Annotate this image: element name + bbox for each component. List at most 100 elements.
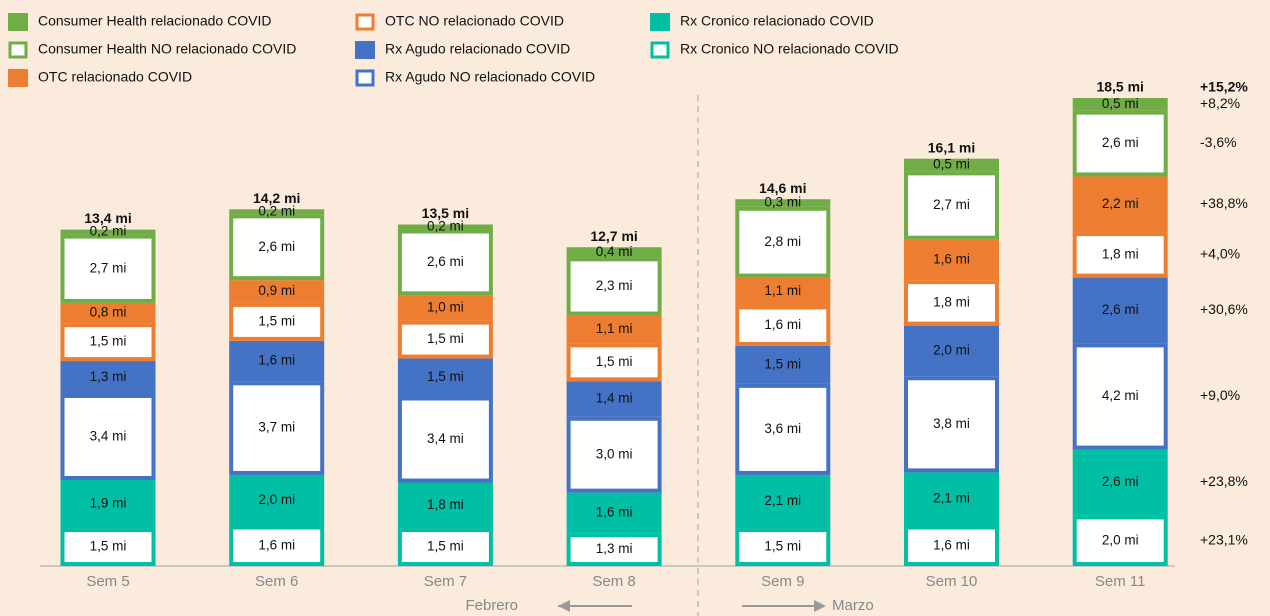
bar-segment — [566, 492, 662, 534]
bar-segment — [904, 325, 999, 377]
data-label: 1,8 mi — [1102, 246, 1139, 261]
data-label: 2,6 mi — [258, 239, 295, 254]
bar-segment — [735, 383, 831, 475]
data-label: 0,4 mi — [596, 244, 633, 259]
x-tick-label: Sem 8 — [592, 573, 635, 590]
bar-segment — [397, 482, 493, 529]
bar-segment — [229, 474, 325, 526]
data-label: 1,1 mi — [764, 283, 801, 298]
bar-segment — [904, 472, 999, 526]
data-label: 1,6 mi — [933, 537, 970, 552]
legend-swatch — [8, 69, 28, 87]
change-label: +30,6% — [1200, 301, 1248, 317]
bar-segment — [735, 277, 831, 306]
bar-segment — [397, 320, 493, 359]
data-label: 1,3 mi — [90, 369, 127, 384]
data-label: 0,5 mi — [1102, 96, 1139, 111]
x-tick-label: Sem 5 — [86, 573, 129, 590]
bar-segment — [735, 474, 831, 529]
data-label: 1,5 mi — [427, 539, 464, 554]
data-label: 2,6 mi — [427, 254, 464, 269]
data-label: 1,6 mi — [933, 251, 970, 266]
arrow-head — [814, 600, 826, 612]
data-label: 3,7 mi — [258, 420, 295, 435]
bar-segment — [229, 302, 325, 341]
bar-segment — [397, 528, 493, 567]
x-tick-label: Sem 7 — [424, 573, 467, 590]
bar-segment — [735, 528, 831, 567]
x-tick-label: Sem 11 — [1095, 573, 1146, 590]
data-label: 1,6 mi — [596, 504, 633, 519]
data-label: 0,9 mi — [258, 283, 295, 298]
legend-label: Rx Agudo NO relacionado COVID — [385, 69, 595, 85]
data-label: 2,6 mi — [1102, 474, 1139, 489]
bar-segment — [229, 209, 325, 215]
data-label: 1,5 mi — [427, 331, 464, 346]
annotation: Marzo — [832, 597, 874, 614]
bar-segment — [904, 171, 999, 240]
data-label: 1,5 mi — [90, 334, 127, 349]
data-label: 3,8 mi — [933, 416, 970, 431]
bar-segment — [60, 528, 156, 567]
data-label: 0,5 mi — [933, 157, 970, 172]
data-label: 1,0 mi — [427, 300, 464, 315]
data-label: 2,2 mi — [1102, 196, 1139, 211]
total-label: 13,4 mi — [84, 210, 131, 226]
total-label: 13,5 mi — [422, 205, 469, 221]
data-label: 3,4 mi — [427, 431, 464, 446]
data-label: 1,5 mi — [258, 313, 295, 328]
change-label: +38,8% — [1200, 195, 1248, 211]
data-label: 2,0 mi — [933, 343, 970, 358]
annotation: Febrero — [465, 597, 518, 614]
legend-swatch — [355, 13, 375, 31]
bar-segment — [735, 345, 831, 384]
bar-segment — [229, 525, 325, 567]
bar-segment — [566, 257, 662, 316]
bar-segment — [60, 234, 156, 303]
bar-segment — [60, 479, 156, 529]
bar-segment — [1072, 515, 1168, 566]
data-label: 1,4 mi — [596, 391, 633, 406]
bar-segment — [566, 247, 662, 258]
data-label: 0,3 mi — [764, 195, 801, 210]
data-label: 1,6 mi — [258, 537, 295, 552]
bar-segment — [735, 305, 831, 346]
data-label: 2,1 mi — [764, 493, 801, 508]
bar-segment — [904, 280, 999, 326]
data-label: 1,5 mi — [90, 539, 127, 554]
bar-segment — [1072, 232, 1168, 278]
legend-label: Rx Cronico relacionado COVID — [680, 13, 874, 29]
bar-segment — [735, 206, 831, 278]
total-label: 16,1 mi — [928, 139, 975, 155]
data-label: 1,6 mi — [258, 353, 295, 368]
data-label: 1,5 mi — [596, 354, 633, 369]
bar-segment — [735, 199, 831, 207]
total-label: 12,7 mi — [590, 228, 637, 244]
data-label: 2,7 mi — [90, 260, 127, 275]
data-label: 2,1 mi — [933, 491, 970, 506]
data-label: 2,8 mi — [764, 234, 801, 249]
x-tick-label: Sem 10 — [926, 573, 978, 590]
data-label: 1,5 mi — [427, 369, 464, 384]
change-label: +4,0% — [1200, 246, 1240, 262]
legend-swatch — [355, 41, 375, 59]
data-label: 0,8 mi — [90, 305, 127, 320]
legend-label: OTC relacionado COVID — [38, 69, 192, 85]
change-label: +8,2% — [1200, 95, 1240, 111]
legend-swatch — [650, 41, 670, 59]
bar-segment — [1072, 110, 1168, 177]
legend-label: Rx Agudo relacionado COVID — [385, 41, 570, 57]
bar-segment — [1072, 277, 1168, 344]
arrow-head — [558, 600, 570, 612]
bar-segment — [229, 381, 325, 475]
change-label: +23,1% — [1200, 531, 1248, 547]
data-label: 3,6 mi — [764, 421, 801, 436]
bar-segment — [397, 224, 493, 230]
legend-swatch — [8, 13, 28, 31]
bar-segment — [566, 416, 662, 493]
bar-segment — [60, 361, 156, 394]
data-label: 2,0 mi — [1102, 532, 1139, 547]
data-label: 1,9 mi — [90, 496, 127, 511]
change-label: +23,8% — [1200, 473, 1248, 489]
